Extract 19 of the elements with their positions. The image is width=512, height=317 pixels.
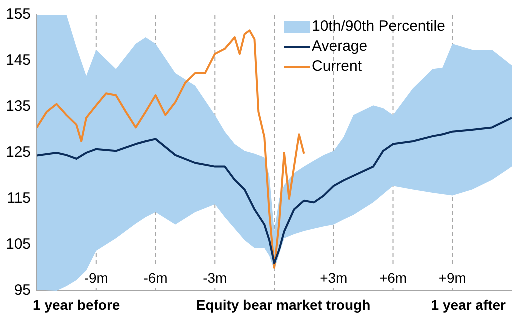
legend-label: Current [312,57,362,77]
x-tick-label: -6m [144,270,168,286]
y-tick-label: 145 [6,52,32,70]
x-tick-label: -3m [203,270,228,286]
legend-label: Average [312,37,368,57]
y-tick-label: 155 [6,6,32,24]
x-tick-label: -9m [84,270,108,286]
annotation: 10th/90th Percentile [312,17,446,37]
x-tick-label: +6m [379,270,408,286]
y-tick-label: 95 [14,282,32,300]
y-tick-label: 135 [6,98,32,116]
y-tick-label: 105 [6,236,32,254]
x-tick-label: +3m [320,270,348,286]
y-tick-label: 125 [6,144,32,162]
text: 1 year after [431,296,507,313]
y-tick-label: 115 [7,190,32,208]
x-tick-label: +9m [438,270,466,286]
text: 1 year before [33,296,120,313]
text: Equity bear market trough [196,296,371,313]
